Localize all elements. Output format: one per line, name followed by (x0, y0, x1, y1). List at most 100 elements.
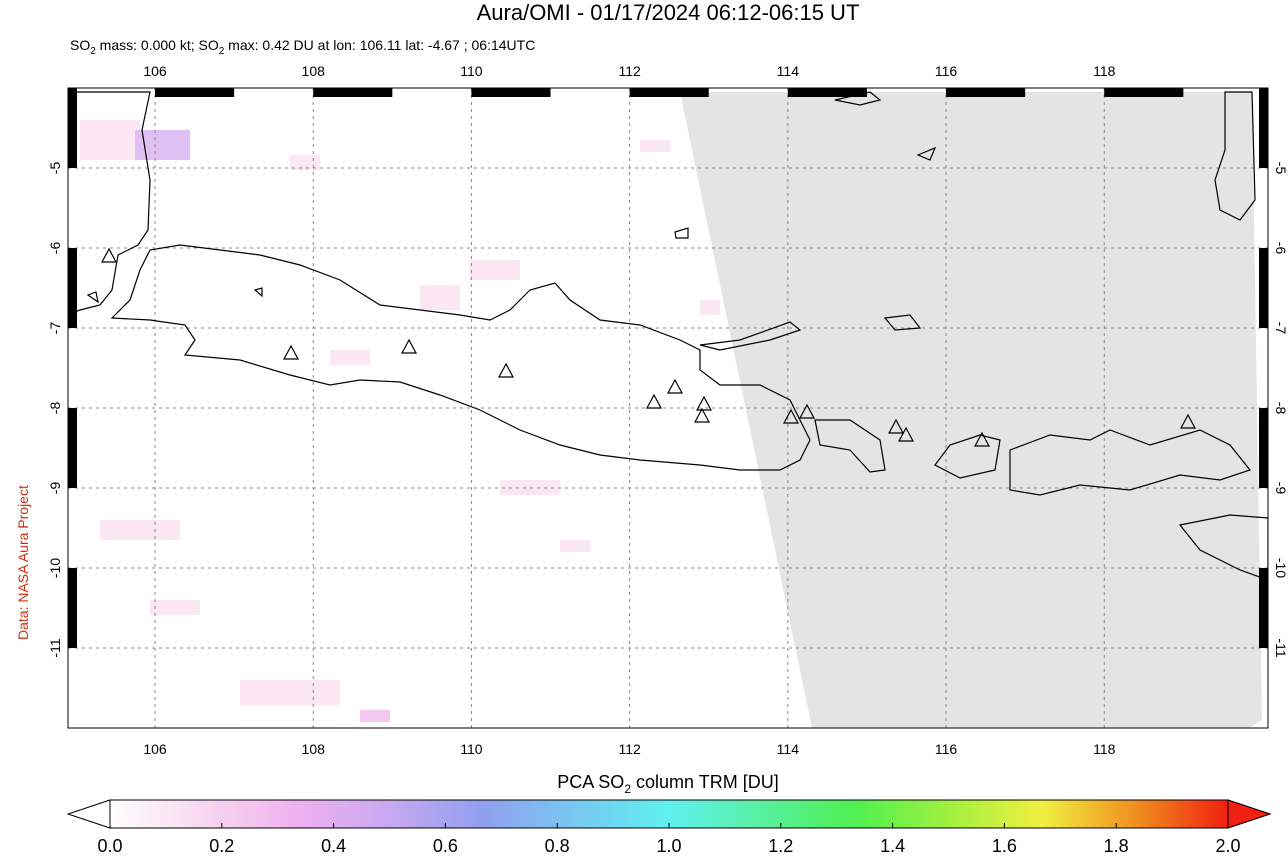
y-tick-label: -10 (47, 558, 63, 578)
x-tick-label: 114 (777, 63, 800, 79)
colorbar-label: PCA SO2 column TRM [DU] (557, 772, 778, 796)
frame-bar (1259, 88, 1268, 168)
coastline-islands (86, 146, 937, 331)
y-tick-label: -6 (1273, 242, 1288, 255)
volcano (973, 431, 991, 447)
y-tick-label: -11 (1273, 638, 1288, 657)
volcano (100, 247, 118, 263)
map-border (67, 87, 1269, 729)
colorbar-tick-label: 0.6 (433, 836, 458, 855)
volcano (666, 378, 684, 394)
colorbar: 0.0 0.2 0.4 0.6 0.8 1.0 1.2 1.4 1.6 1.8 2.0 (66, 799, 1272, 856)
colorbar-label-subscript: 2 (624, 782, 631, 796)
title: Aura/OMI - 01/17/2024 06:12-06:15 UT (477, 0, 860, 25)
frame-bar (68, 248, 77, 328)
coastline-sumba (1178, 514, 1268, 581)
x-tick-label: 116 (935, 63, 958, 79)
frame-bar (1259, 568, 1268, 648)
colorbar-high-arrow (1227, 799, 1272, 829)
y-tick-label: -7 (47, 322, 63, 335)
colorbar-label-text: column TRM [DU] (631, 772, 779, 792)
colorbar-tick-label: 0.0 (97, 836, 122, 855)
y-tick-label: -6 (47, 242, 63, 255)
coastline-bali (814, 419, 886, 473)
x-tick-label: 118 (1093, 63, 1116, 79)
map-frame (68, 88, 1268, 648)
colorbar-tick-label: 1.2 (768, 836, 793, 855)
volcano (497, 362, 515, 378)
frame-bar (155, 88, 235, 97)
coastline-lombok (934, 434, 1001, 479)
volcano (782, 408, 800, 424)
colorbar-tick-label: 1.4 (880, 836, 905, 855)
colorbar-tick-label: 0.4 (321, 836, 346, 855)
colorbar-tick-label: 0.2 (209, 836, 234, 855)
subtitle: SO2 mass: 0.000 kt; SO2 max: 0.42 DU at … (70, 37, 535, 57)
x-tick-label: 110 (460, 741, 483, 757)
frame-bar (313, 88, 393, 97)
y-tick-label: -7 (1273, 322, 1288, 335)
no-data-region (680, 92, 1262, 728)
volcano (897, 426, 915, 442)
credit: Data: NASA Aura Project (15, 485, 31, 640)
x-tick-label: 112 (618, 63, 641, 79)
x-tick-label: 116 (935, 741, 958, 757)
x-tick-label: 106 (143, 63, 167, 79)
subtitle-text: SO (70, 37, 90, 53)
frame-bar (1259, 248, 1268, 328)
volcanoes (100, 247, 1197, 447)
volcano (400, 338, 418, 354)
volcano (887, 418, 905, 434)
gridlines (68, 88, 1268, 728)
frame-bar (68, 88, 77, 168)
y-tick-label: -9 (1273, 482, 1288, 495)
colorbar-label-text: PCA SO (557, 772, 624, 792)
volcano (1179, 413, 1197, 429)
colorbar-tick-label: 1.8 (1104, 836, 1129, 855)
x-tick-label: 110 (460, 63, 483, 79)
colorbar-low-arrow (66, 799, 111, 829)
coastline-sumatra (68, 91, 151, 316)
colorbar-tick-label: 0.8 (545, 836, 570, 855)
x-tick-label: 108 (302, 63, 326, 79)
y-tick-label: -5 (47, 162, 63, 175)
subtitle-subscript: 2 (219, 46, 225, 57)
so2-pixels (80, 120, 720, 722)
frame-bar (471, 88, 551, 97)
frame-bar (68, 568, 77, 648)
x-tick-label: 106 (143, 741, 167, 757)
y-tick-label: -9 (47, 482, 63, 495)
colorbar-tick-label: 2.0 (1215, 836, 1240, 855)
y-tick-label: -8 (1273, 402, 1288, 415)
x-tick-label: 118 (1093, 741, 1116, 757)
subtitle-text: mass: 0.000 kt; SO (96, 37, 219, 53)
colorbar-tick-label: 1.0 (656, 836, 681, 855)
x-tick-label: 114 (777, 741, 800, 757)
x-tick-label: 108 (302, 741, 326, 757)
frame-bar (946, 88, 1026, 97)
y-tick-label: -11 (47, 638, 63, 657)
y-tick-label: -8 (47, 402, 63, 415)
coastline-madura (699, 321, 802, 351)
coastline-java (110, 244, 811, 471)
volcano (693, 407, 711, 423)
x-tick-label: 112 (618, 741, 641, 757)
y-tick-label: -5 (1273, 162, 1288, 175)
frame-bar (1259, 408, 1268, 488)
volcano (798, 403, 816, 419)
coastline-sumbawa (1009, 429, 1252, 496)
coastlines (68, 91, 1268, 581)
subtitle-subscript: 2 (90, 46, 96, 57)
volcano (695, 395, 713, 411)
volcano (645, 393, 663, 409)
map-area (68, 88, 1268, 728)
subtitle-text: max: 0.42 DU at lon: 106.11 lat: -4.67 ;… (224, 37, 535, 53)
colorbar-tick-label: 1.6 (992, 836, 1017, 855)
frame-bar (1104, 88, 1184, 97)
y-tick-label: -10 (1273, 558, 1288, 578)
frame-bar (68, 408, 77, 488)
volcano (282, 344, 300, 360)
frame-bar (787, 88, 867, 97)
